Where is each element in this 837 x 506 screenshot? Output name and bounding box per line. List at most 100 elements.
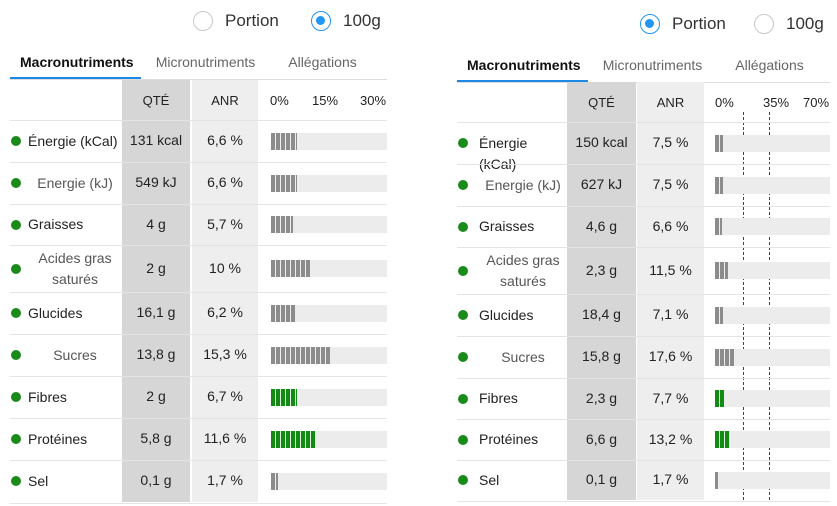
radio-option-100g[interactable]: 100g [311, 11, 381, 31]
scale-grid-line [769, 112, 770, 500]
nutrient-name: Fibres [479, 390, 518, 406]
nutrient-name: Énergie (kCal) [479, 134, 528, 172]
nutrient-name: Sel [479, 471, 500, 488]
nutrient-quantity: 6,6 g [585, 430, 618, 447]
radio-label: 100g [343, 11, 381, 30]
status-dot-icon [458, 138, 468, 148]
anr-bar-track [715, 218, 830, 235]
nutrient-anr: 11,6 % [203, 430, 247, 446]
nutrient-anr: 13,2 % [648, 430, 693, 447]
nutrient-row [10, 376, 387, 419]
radio-button-icon[interactable] [640, 14, 660, 34]
status-dot-icon [458, 475, 468, 485]
nutrient-anr: 6,2 % [207, 304, 243, 320]
scale-tick-label: 35% [763, 95, 790, 110]
nutrient-row [457, 378, 830, 420]
anr-header: ANR [656, 94, 685, 110]
anr-bar-track [271, 472, 387, 490]
radio-option-portion[interactable]: Portion [193, 11, 279, 31]
anr-bar-track [271, 388, 387, 406]
radio-option-100g[interactable]: 100g [754, 14, 824, 34]
nutrient-name: Acides gras saturés [38, 249, 112, 287]
nutrient-row [457, 336, 830, 379]
radio-label: Portion [672, 14, 726, 33]
nutrient-row [457, 247, 830, 295]
nutrient-row [10, 292, 387, 335]
nutrient-anr: 5,7 % [207, 215, 243, 232]
anr-bar-fill [715, 431, 730, 448]
radio-button-icon[interactable] [193, 11, 213, 31]
nutrient-anr: 7,5 % [652, 134, 689, 150]
radio-option-portion[interactable]: Portion [640, 14, 726, 34]
radio-button-icon[interactable] [311, 11, 331, 31]
anr-bar-track [715, 134, 830, 152]
anr-bar-fill [271, 304, 295, 322]
anr-bar-fill [715, 262, 728, 279]
quantity-header: QTÉ [588, 94, 615, 110]
anr-bar-fill [271, 346, 331, 364]
tabs-divider [10, 79, 387, 80]
nutrient-row [10, 120, 387, 163]
nutrient-quantity: 4,6 g [585, 217, 618, 234]
status-dot-icon [458, 265, 468, 276]
anr-bar-fill [271, 430, 316, 448]
scale-grid-line [743, 112, 744, 500]
nutrient-anr: 1,7 % [207, 472, 243, 488]
nutrient-name: Energie (kJ) [37, 174, 113, 191]
nutrient-row [457, 122, 830, 165]
nutrient-name: Acides gras saturés [486, 251, 560, 289]
nutrient-row [10, 460, 387, 504]
anr-bar-track [715, 176, 830, 194]
status-dot-icon [11, 136, 21, 146]
nutrient-name: Glucides [479, 306, 534, 323]
quantity-column [567, 82, 636, 500]
scale-tick-label: 0% [270, 93, 289, 108]
tab-micronutriments[interactable]: Micronutriments [155, 54, 256, 70]
nutrient-row [457, 206, 830, 248]
nutrient-name: Protéines [28, 430, 88, 447]
anr-bar-track [271, 174, 387, 192]
nutrient-anr: 7,5 % [652, 176, 689, 192]
anr-bar-track [271, 260, 387, 277]
nutrient-anr: 7,7 % [652, 389, 689, 406]
anr-bar-fill [715, 134, 724, 152]
nutrient-name: Fibres [28, 388, 67, 405]
status-dot-icon [11, 219, 21, 230]
quantity-header: QTÉ [142, 92, 170, 108]
radio-button-icon[interactable] [754, 14, 774, 34]
nutrient-quantity: 2,3 g [585, 261, 618, 278]
anr-bar-track [271, 430, 387, 448]
anr-bar-fill [715, 471, 718, 489]
nutrient-anr: 6,6 % [652, 217, 689, 234]
tab-macronutriments[interactable]: Macronutriments [10, 51, 141, 79]
tab-allgations[interactable]: Allégations [288, 54, 357, 70]
nutrient-quantity: 549 kJ [135, 174, 177, 190]
nutrient-quantity: 627 kJ [580, 176, 623, 192]
nutrient-row [10, 245, 387, 293]
nutrient-name: Glucides [28, 304, 83, 321]
status-dot-icon [458, 352, 468, 362]
tab-micronutriments[interactable]: Micronutriments [602, 57, 703, 73]
nutrient-name: Sel [28, 472, 49, 489]
anr-bar-track [715, 262, 830, 279]
nutrient-anr: 6,7 % [207, 388, 243, 404]
anr-bar-fill [271, 388, 297, 406]
tab-allgations[interactable]: Allégations [735, 57, 804, 73]
nutrient-anr: 10 % [209, 259, 241, 276]
nutrient-name: Sucres [501, 348, 545, 365]
anr-bar-fill [271, 472, 278, 490]
anr-bar-track [271, 304, 387, 322]
anr-column [637, 82, 704, 500]
status-dot-icon [11, 476, 21, 486]
tab-macronutriments[interactable]: Macronutriments [457, 54, 588, 82]
nutrient-tabs: Macronutriments Micronutriments Allégation… [457, 54, 822, 82]
nutrient-row [457, 294, 830, 337]
status-dot-icon [458, 310, 468, 320]
anr-bar-track [271, 132, 387, 150]
anr-bar-fill [715, 176, 724, 194]
nutrient-row [10, 204, 387, 246]
anr-bar-fill [715, 348, 735, 366]
nutrient-quantity: 18,4 g [582, 306, 621, 322]
nutrient-name: Sucres [53, 346, 97, 363]
nutrient-anr: 15,3 % [203, 346, 247, 362]
